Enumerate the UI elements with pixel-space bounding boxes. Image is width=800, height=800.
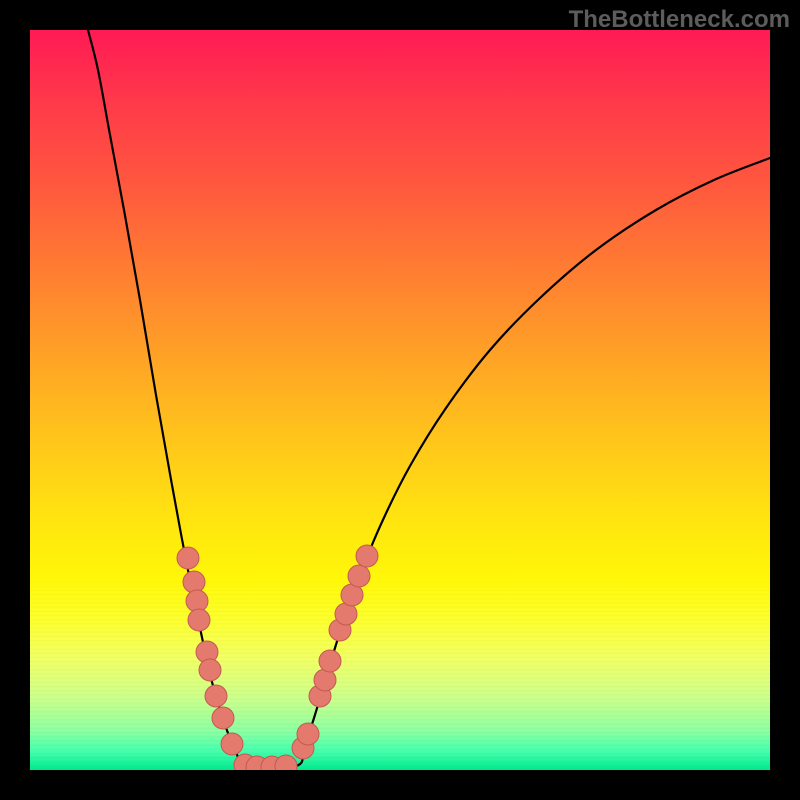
marker-dot [348,565,370,587]
frame-right [770,0,800,800]
marker-dot [297,723,319,745]
marker-dot [319,650,341,672]
marker-dot [199,659,221,681]
chart-svg [0,0,800,800]
marker-dot [183,571,205,593]
marker-dot [314,669,336,691]
marker-dot [205,685,227,707]
frame-left [0,0,30,800]
marker-dot [188,609,210,631]
marker-dot [356,545,378,567]
chart-container: TheBottleneck.com [0,0,800,800]
marker-dot [177,547,199,569]
frame-bottom [0,770,800,800]
watermark-text: TheBottleneck.com [569,6,790,34]
marker-dot [221,733,243,755]
marker-dot [212,707,234,729]
